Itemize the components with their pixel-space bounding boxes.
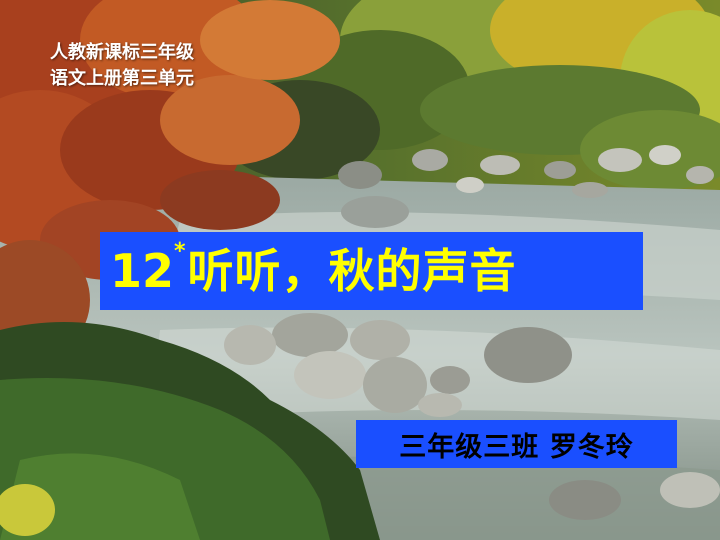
series-label-line-1: 人教新课标三年级 xyxy=(50,42,194,63)
series-label-line-2: 语文上册第三单元 xyxy=(50,68,194,89)
lesson-title-box: 12 * 听听，秋的声音 xyxy=(100,232,643,310)
lesson-number: 12 xyxy=(110,244,175,298)
lesson-star-mark: * xyxy=(174,238,186,264)
author-label: 三年级三班 罗冬玲 xyxy=(399,431,634,463)
lesson-title: 听听，秋的声音 xyxy=(187,244,517,298)
author-box: 三年级三班 罗冬玲 xyxy=(356,420,677,468)
